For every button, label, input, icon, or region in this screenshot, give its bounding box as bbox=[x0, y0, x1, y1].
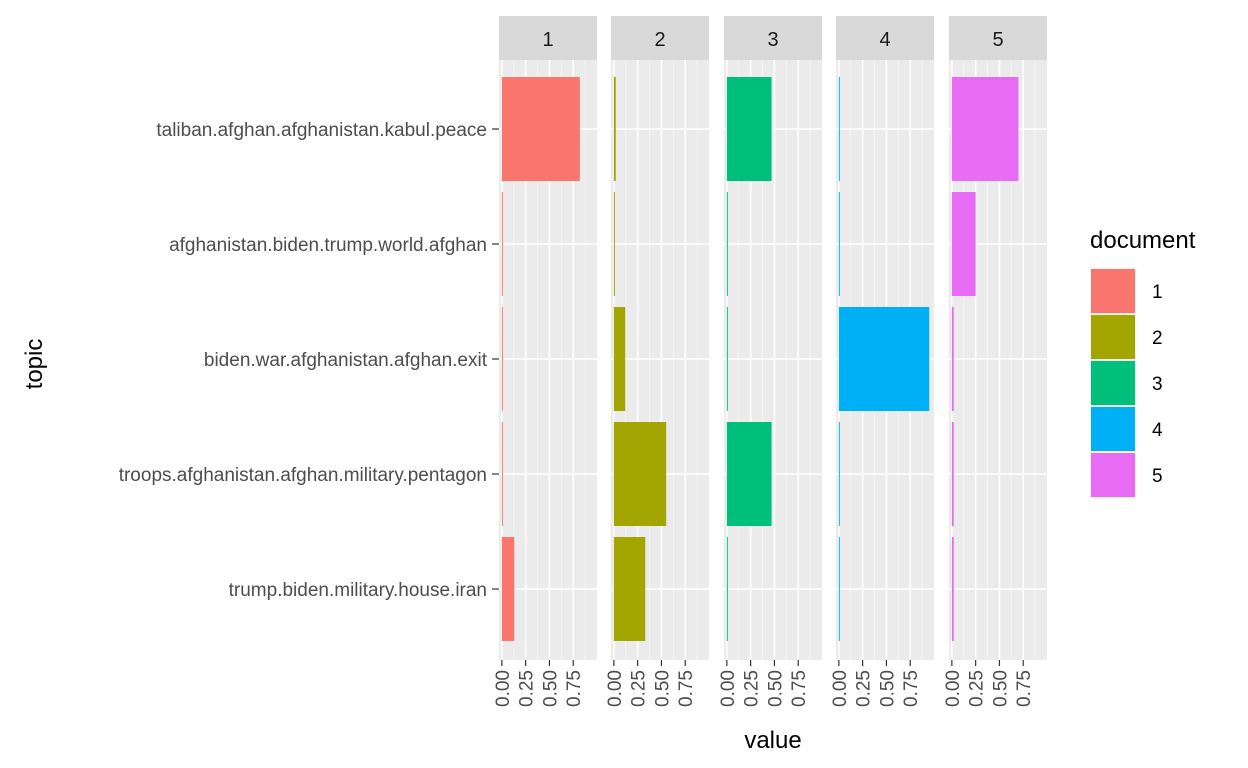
facet-strip bbox=[949, 16, 1047, 60]
bar bbox=[501, 192, 503, 296]
legend-swatch bbox=[1091, 407, 1135, 451]
bar bbox=[726, 307, 728, 411]
facet-strip bbox=[724, 16, 822, 60]
x-tick-label: 0.75 bbox=[901, 670, 922, 707]
x-tick-label: 0.25 bbox=[517, 670, 538, 707]
x-tick-label: 0.00 bbox=[830, 670, 851, 707]
legend-swatch bbox=[1091, 315, 1135, 359]
legend-label: 2 bbox=[1152, 328, 1163, 349]
y-tick-label: afghanistan.biden.trump.world.afghan bbox=[169, 235, 487, 256]
facet-panel-5: 5 0.00 0.25 0.50 0.75 bbox=[943, 16, 1047, 707]
facet-strip-label: 5 bbox=[992, 29, 1003, 51]
facet-strip bbox=[499, 16, 597, 60]
x-tick-label: 0.75 bbox=[789, 670, 810, 707]
x-tick-label: 0.50 bbox=[990, 670, 1011, 707]
bar bbox=[951, 192, 976, 296]
legend-label: 1 bbox=[1152, 282, 1163, 303]
x-tick-label: 0.50 bbox=[877, 670, 898, 707]
facet-strip-label: 4 bbox=[879, 29, 890, 51]
y-tick-label: trump.biden.military.house.iran bbox=[229, 580, 487, 601]
bar bbox=[951, 77, 1019, 181]
bar bbox=[501, 422, 503, 526]
facet-strip bbox=[836, 16, 934, 60]
legend: document 1 2 3 4 5 bbox=[1090, 227, 1196, 498]
x-tick-label: 0.00 bbox=[943, 670, 964, 707]
y-tick-label: taliban.afghan.afghanistan.kabul.peace bbox=[156, 120, 487, 141]
x-tick-label: 0.75 bbox=[676, 670, 697, 707]
bar bbox=[838, 422, 840, 526]
bar bbox=[501, 537, 515, 641]
y-tick-label: biden.war.afghanistan.afghan.exit bbox=[204, 350, 488, 371]
facet-panel-1: 1 0.00 0.25 0.50 0.75 bbox=[493, 16, 597, 707]
bar bbox=[838, 192, 840, 296]
facet-strip-label: 2 bbox=[654, 29, 665, 51]
legend-swatch bbox=[1091, 269, 1135, 313]
legend-label: 5 bbox=[1152, 466, 1163, 487]
bar bbox=[838, 77, 840, 181]
x-tick-label: 0.75 bbox=[1014, 670, 1035, 707]
facet-panel-3: 3 0.00 0.25 0.50 0.75 bbox=[718, 16, 822, 707]
bar bbox=[951, 537, 954, 641]
facet-panel-4: 4 0.00 0.25 0.50 0.75 bbox=[830, 16, 934, 707]
bar bbox=[613, 192, 615, 296]
legend-label: 3 bbox=[1152, 374, 1163, 395]
legend-label: 4 bbox=[1152, 420, 1163, 441]
y-axis: taliban.afghan.afghanistan.kabul.peace af… bbox=[119, 120, 499, 601]
x-tick-label: 0.25 bbox=[854, 670, 875, 707]
legend-keys: 1 2 3 4 5 bbox=[1090, 268, 1163, 498]
bar bbox=[501, 77, 580, 181]
legend-title: document bbox=[1090, 227, 1196, 254]
facet-strip bbox=[611, 16, 709, 60]
bar bbox=[726, 77, 772, 181]
x-tick-label: 0.50 bbox=[540, 670, 561, 707]
x-axis-title: value bbox=[744, 727, 801, 754]
legend-swatch bbox=[1091, 361, 1135, 405]
y-axis-title: topic bbox=[21, 339, 48, 390]
bar bbox=[838, 537, 840, 641]
x-tick-label: 0.25 bbox=[629, 670, 650, 707]
bar bbox=[613, 77, 616, 181]
bar bbox=[951, 307, 954, 411]
legend-swatch bbox=[1091, 453, 1135, 497]
bar bbox=[613, 537, 646, 641]
x-tick-label: 0.50 bbox=[765, 670, 786, 707]
bar bbox=[726, 192, 728, 296]
x-tick-label: 0.25 bbox=[742, 670, 763, 707]
y-tick-label: troops.afghanistan.afghan.military.penta… bbox=[119, 465, 487, 486]
facet-strip-label: 3 bbox=[767, 29, 778, 51]
bar bbox=[838, 307, 930, 411]
bar bbox=[726, 537, 728, 641]
bar bbox=[613, 307, 626, 411]
bar bbox=[501, 307, 503, 411]
bar bbox=[726, 422, 772, 526]
x-tick-label: 0.00 bbox=[718, 670, 739, 707]
x-tick-label: 0.75 bbox=[564, 670, 585, 707]
bar bbox=[951, 422, 954, 526]
x-tick-label: 0.25 bbox=[967, 670, 988, 707]
facet-panel-2: 2 0.00 0.25 0.50 0.75 bbox=[605, 16, 709, 707]
x-tick-label: 0.00 bbox=[605, 670, 626, 707]
x-tick-label: 0.50 bbox=[652, 670, 673, 707]
facet-strip-label: 1 bbox=[542, 29, 553, 51]
bar bbox=[613, 422, 667, 526]
x-tick-label: 0.00 bbox=[493, 670, 514, 707]
